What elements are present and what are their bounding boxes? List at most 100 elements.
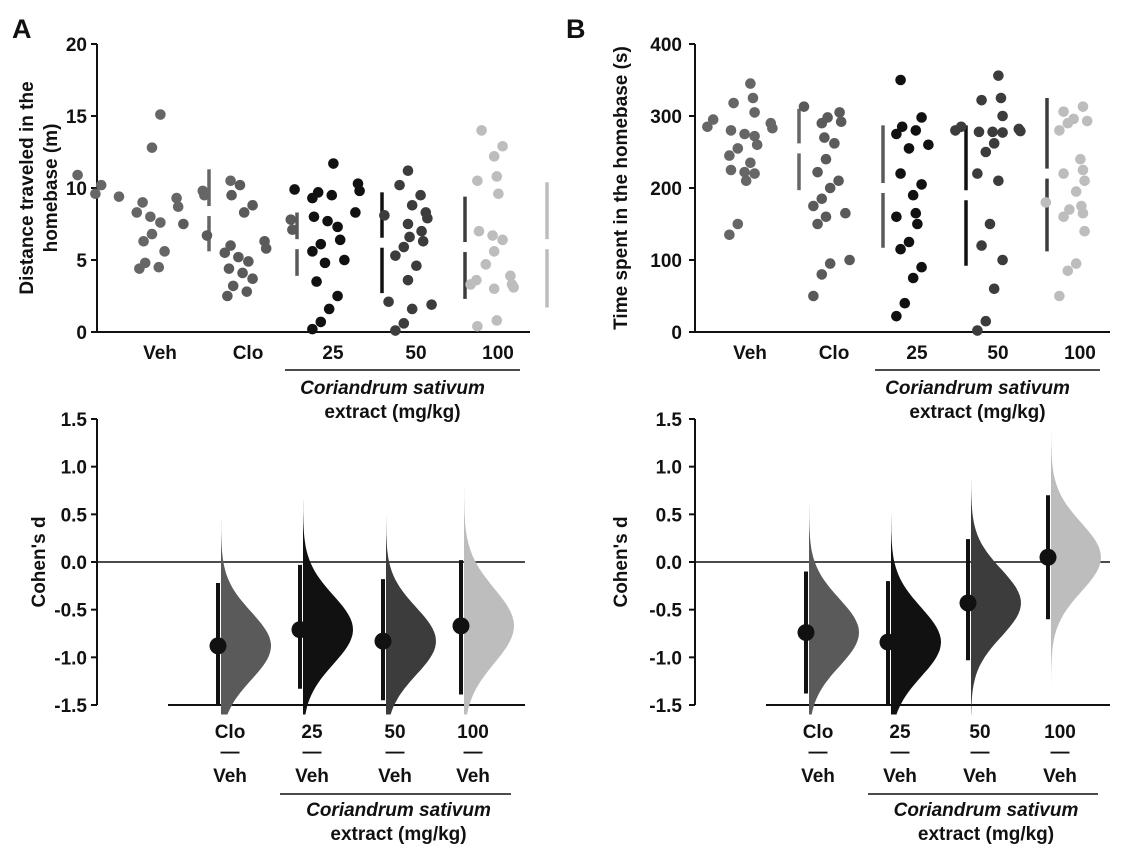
data-point — [238, 207, 250, 218]
y-tick-label-top: 200 — [650, 179, 682, 200]
data-point — [997, 127, 1008, 138]
data-point — [997, 254, 1008, 266]
data-point — [493, 188, 504, 200]
data-point — [241, 286, 253, 297]
data-point — [812, 166, 823, 178]
minus-sign: — — [891, 742, 910, 763]
data-point — [973, 126, 985, 138]
data-point — [812, 218, 823, 230]
data-point — [1075, 153, 1086, 165]
y-tick-label-bottom: -1.0 — [649, 648, 682, 669]
data-point — [139, 257, 151, 269]
data-point — [1058, 106, 1069, 117]
minus-sign: — — [221, 742, 240, 763]
data-point — [707, 114, 719, 125]
data-point — [159, 246, 170, 257]
data-point — [820, 211, 832, 223]
reference-label: Veh — [213, 766, 247, 787]
data-point — [383, 296, 394, 308]
data-point — [259, 235, 270, 247]
data-point — [844, 254, 855, 266]
data-point — [137, 197, 148, 208]
data-point — [765, 117, 777, 129]
minus-sign: — — [1051, 742, 1070, 763]
data-point — [840, 207, 851, 219]
x-tick-label-top: 50 — [987, 343, 1008, 364]
data-point — [1076, 200, 1087, 212]
data-point — [834, 107, 845, 118]
data-point — [350, 207, 361, 218]
data-point — [506, 279, 518, 290]
data-point — [912, 218, 923, 230]
data-point — [171, 192, 182, 204]
data-point — [751, 139, 763, 151]
data-point — [725, 164, 737, 176]
data-point — [172, 201, 184, 213]
data-point — [339, 254, 350, 266]
data-point — [332, 290, 343, 302]
data-point — [997, 110, 1008, 122]
reference-label: Veh — [378, 766, 412, 787]
data-point — [243, 256, 254, 267]
data-point — [178, 218, 189, 230]
comparison-label: Clo — [215, 722, 246, 743]
data-point — [728, 97, 739, 109]
data-point — [820, 153, 832, 165]
x-tick-label-top: Veh — [143, 343, 177, 364]
data-point — [491, 171, 503, 182]
species-label-top: Coriandrum sativum — [885, 378, 1070, 399]
data-point — [1079, 175, 1090, 187]
data-point — [289, 184, 300, 195]
data-point — [285, 214, 297, 225]
y-tick-label-bottom: 0.5 — [61, 505, 88, 526]
species-label-bottom: Coriandrum sativum — [894, 800, 1079, 821]
data-point — [146, 228, 158, 240]
data-point — [895, 168, 906, 179]
data-point — [891, 310, 902, 322]
data-point — [895, 243, 906, 255]
data-point — [988, 138, 1000, 149]
panel-letter: A — [12, 14, 32, 44]
data-point — [326, 189, 338, 201]
data-point — [402, 274, 414, 286]
effect-distribution — [303, 474, 353, 715]
minus-sign: — — [971, 742, 990, 763]
data-point — [816, 193, 828, 205]
data-point — [747, 92, 759, 104]
data-point — [225, 175, 236, 187]
dose-label-bottom: extract (mg/kg) — [330, 824, 466, 845]
species-label-top: Coriandrum sativum — [300, 378, 485, 399]
data-point — [980, 146, 992, 158]
data-point — [1054, 290, 1065, 302]
comparison-label: 25 — [301, 722, 323, 743]
effect-point — [879, 633, 897, 651]
effect-distribution — [221, 493, 271, 715]
species-label-bottom: Coriandrum sativum — [306, 800, 491, 821]
data-point — [1070, 186, 1082, 197]
effect-point — [797, 624, 815, 642]
x-tick-label-top: 100 — [1064, 343, 1096, 364]
effect-point — [959, 594, 977, 612]
effect-point — [209, 637, 227, 655]
data-point — [138, 235, 149, 247]
data-point — [72, 169, 83, 181]
data-point — [402, 218, 414, 230]
data-point — [824, 258, 836, 269]
minus-sign: — — [386, 742, 405, 763]
data-point — [896, 121, 908, 133]
data-point — [980, 315, 992, 327]
data-point — [404, 231, 415, 243]
data-point — [1068, 113, 1079, 125]
data-point — [90, 188, 101, 200]
x-tick-label-top: 50 — [405, 343, 426, 364]
y-tick-label-top: 5 — [76, 251, 87, 272]
data-point — [352, 178, 364, 189]
data-point — [749, 107, 760, 118]
data-point — [332, 221, 343, 233]
data-point — [505, 270, 516, 282]
y-tick-label-bottom: 0.0 — [61, 553, 87, 574]
data-point — [319, 257, 331, 269]
data-point — [487, 230, 498, 241]
y-tick-label-bottom: 0.0 — [656, 553, 682, 574]
